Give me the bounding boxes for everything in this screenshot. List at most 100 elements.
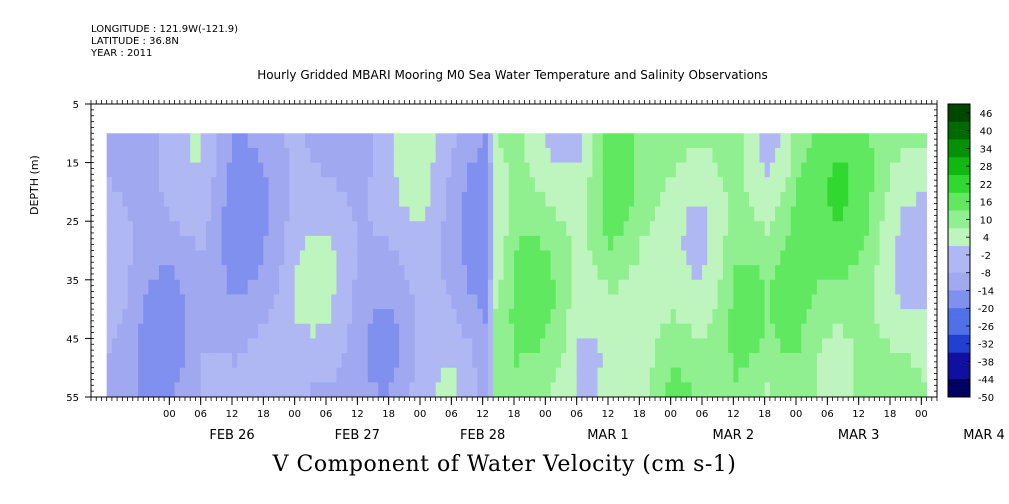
- heatmap-cell: [859, 133, 865, 148]
- heatmap-cell: [786, 207, 792, 222]
- heatmap-cell: [498, 280, 504, 295]
- heatmap-cell: [519, 192, 525, 207]
- heatmap-cell: [587, 309, 593, 324]
- heatmap-cell: [368, 177, 374, 192]
- heatmap-cell: [827, 148, 833, 163]
- heatmap-cell: [300, 309, 306, 324]
- heatmap-cell: [185, 382, 191, 397]
- heatmap-cell: [733, 338, 739, 353]
- heatmap-cell: [159, 368, 165, 383]
- heatmap-cell: [472, 368, 478, 383]
- heatmap-cell: [143, 382, 149, 397]
- heatmap-cell: [258, 251, 264, 266]
- heatmap-cell: [697, 368, 703, 383]
- heatmap-cell: [874, 207, 880, 222]
- heatmap-cell: [425, 236, 431, 251]
- heatmap-cell: [457, 382, 463, 397]
- heatmap-cell: [310, 265, 316, 280]
- heatmap-cell: [759, 236, 765, 251]
- heatmap-cell: [316, 324, 322, 339]
- heatmap-cell: [530, 163, 536, 178]
- heatmap-cell: [269, 338, 275, 353]
- heatmap-cell: [817, 353, 823, 368]
- heatmap-cell: [681, 207, 687, 222]
- heatmap-cell: [561, 148, 567, 163]
- heatmap-cell: [289, 338, 295, 353]
- heatmap-cell: [770, 324, 776, 339]
- heatmap-cell: [498, 221, 504, 236]
- heatmap-cell: [900, 148, 906, 163]
- heatmap-cell: [864, 265, 870, 280]
- heatmap-cell: [321, 353, 327, 368]
- heatmap-cell: [128, 163, 134, 178]
- heatmap-cell: [457, 353, 463, 368]
- heatmap-cell: [780, 133, 786, 148]
- heatmap-cell: [524, 265, 530, 280]
- heatmap-cell: [404, 353, 410, 368]
- heatmap-cell: [342, 324, 348, 339]
- heatmap-cell: [316, 294, 322, 309]
- heatmap-cell: [321, 236, 327, 251]
- heatmap-cell: [712, 280, 718, 295]
- heatmap-cell: [791, 280, 797, 295]
- heatmap-cell: [415, 192, 421, 207]
- heatmap-cell: [227, 133, 233, 148]
- heatmap-cell: [175, 265, 181, 280]
- heatmap-cell: [415, 368, 421, 383]
- heatmap-cell: [316, 207, 322, 222]
- heatmap-cell: [180, 148, 186, 163]
- heatmap-cell: [378, 280, 384, 295]
- heatmap-cell: [336, 338, 342, 353]
- heatmap-cell: [143, 163, 149, 178]
- heatmap-cell: [728, 338, 734, 353]
- heatmap-cell: [629, 353, 635, 368]
- heatmap-cell: [472, 324, 478, 339]
- heatmap-cell: [645, 324, 651, 339]
- velocity-heatmap-chart: 00 06 12 18 00 06 12 18 00 06 12 18 00 06 12 18 00 06 12 18…: [0, 0, 1009, 504]
- heatmap-cell: [195, 368, 201, 383]
- heatmap-cell: [436, 382, 442, 397]
- heatmap-cell: [551, 148, 557, 163]
- heatmap-cell: [410, 192, 416, 207]
- heatmap-cell: [744, 368, 750, 383]
- heatmap-cell: [227, 324, 233, 339]
- heatmap-cell: [128, 338, 134, 353]
- heatmap-cell: [571, 221, 577, 236]
- heatmap-cell: [603, 265, 609, 280]
- colorbar-bin: [948, 219, 970, 228]
- heatmap-cell: [112, 338, 118, 353]
- heatmap-cell: [843, 294, 849, 309]
- heatmap-cell: [237, 353, 243, 368]
- heatmap-cell: [269, 207, 275, 222]
- heatmap-cell: [430, 163, 436, 178]
- heatmap-cell: [399, 207, 405, 222]
- heatmap-cell: [509, 133, 515, 148]
- heatmap-cell: [880, 133, 886, 148]
- heatmap-cell: [253, 133, 259, 148]
- heatmap-cell: [467, 294, 473, 309]
- heatmap-cell: [310, 294, 316, 309]
- heatmap-cell: [300, 177, 306, 192]
- y-tick-label: 25: [66, 217, 79, 228]
- heatmap-cell: [592, 221, 598, 236]
- heatmap-cells: [107, 133, 927, 397]
- heatmap-cell: [686, 236, 692, 251]
- heatmap-cell: [347, 163, 353, 178]
- heatmap-cell: [128, 177, 134, 192]
- heatmap-cell: [775, 207, 781, 222]
- heatmap-cell: [571, 324, 577, 339]
- heatmap-cell: [655, 338, 661, 353]
- heatmap-cell: [457, 280, 463, 295]
- heatmap-cell: [368, 309, 374, 324]
- heatmap-cell: [671, 133, 677, 148]
- heatmap-cell: [786, 192, 792, 207]
- heatmap-cell: [838, 280, 844, 295]
- heatmap-cell: [347, 294, 353, 309]
- heatmap-cell: [921, 353, 927, 368]
- heatmap-cell: [686, 309, 692, 324]
- heatmap-cell: [117, 338, 123, 353]
- heatmap-cell: [472, 280, 478, 295]
- heatmap-cell: [754, 177, 760, 192]
- heatmap-cell: [697, 338, 703, 353]
- heatmap-cell: [148, 309, 154, 324]
